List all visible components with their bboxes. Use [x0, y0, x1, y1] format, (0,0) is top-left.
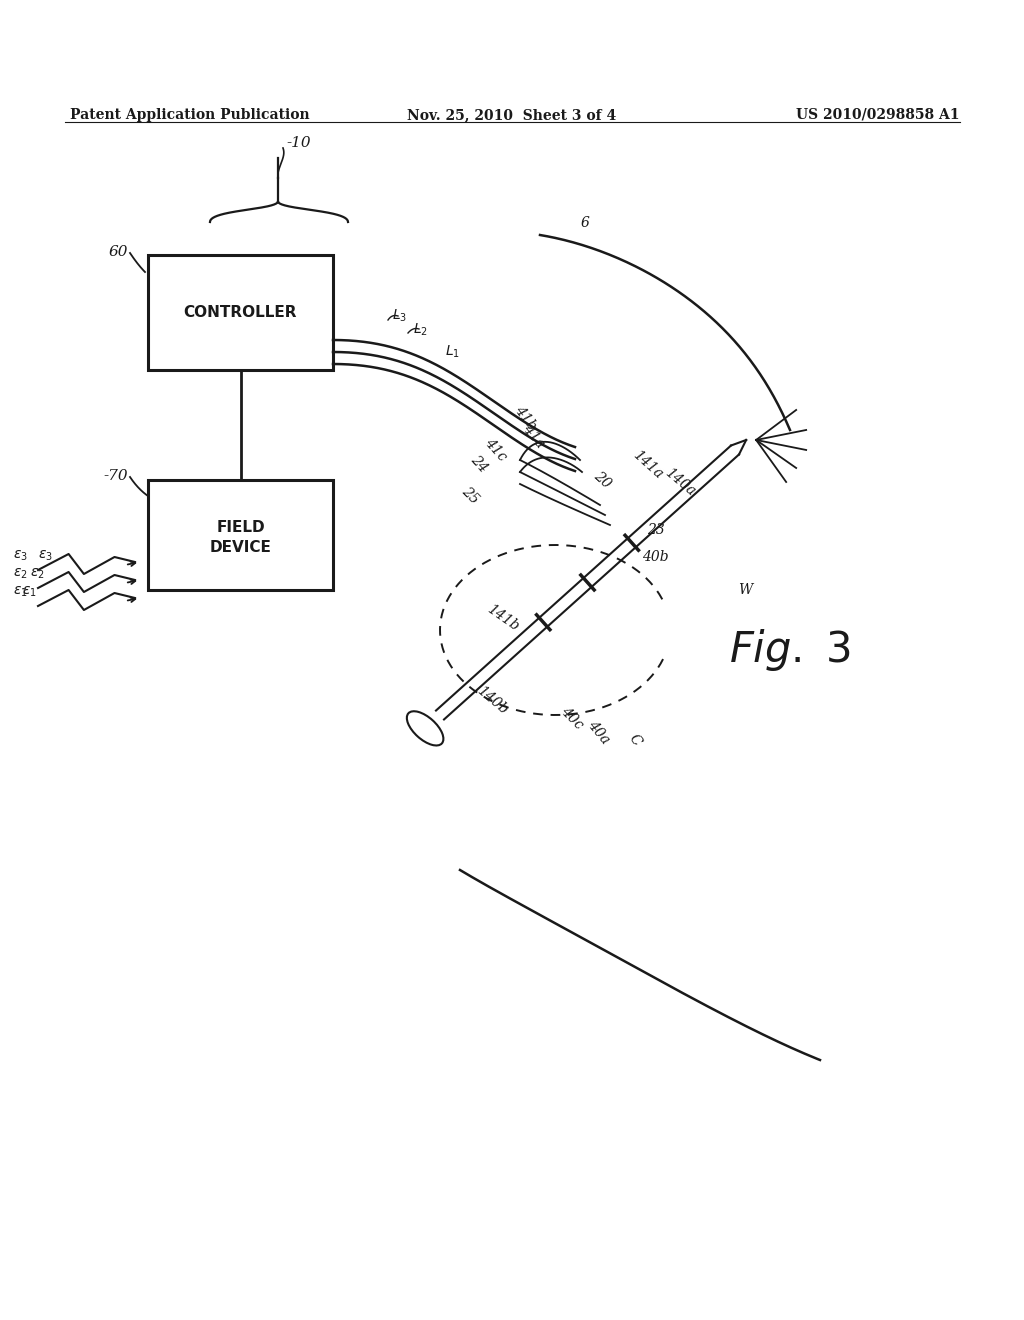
Text: FIELD: FIELD [216, 520, 265, 535]
Text: -70: -70 [103, 469, 128, 483]
Text: 60: 60 [109, 246, 128, 259]
Text: Patent Application Publication: Patent Application Publication [70, 108, 309, 121]
Text: 140b: 140b [474, 684, 510, 717]
Text: $L_2$: $L_2$ [413, 322, 427, 338]
Text: 41c: 41c [482, 436, 510, 465]
Text: $\varepsilon_1$: $\varepsilon_1$ [22, 585, 37, 599]
Text: 23: 23 [647, 523, 665, 537]
Text: $\varepsilon_2$: $\varepsilon_2$ [30, 566, 45, 581]
Text: US 2010/0298858 A1: US 2010/0298858 A1 [797, 108, 961, 121]
Text: $\varepsilon_2$: $\varepsilon_2$ [13, 566, 28, 581]
Text: 40b: 40b [642, 550, 669, 564]
Text: $\varepsilon_3$: $\varepsilon_3$ [13, 549, 28, 564]
Text: 40c: 40c [558, 704, 586, 733]
Text: 141b: 141b [484, 602, 521, 634]
Text: C: C [627, 731, 644, 748]
Text: -10: -10 [286, 136, 310, 150]
Text: W: W [738, 583, 752, 597]
Text: 25: 25 [459, 483, 481, 507]
Text: 20: 20 [591, 469, 613, 491]
Text: 41a: 41a [519, 421, 547, 450]
Text: 24: 24 [468, 453, 490, 475]
Text: $\mathit{Fig.\ 3}$: $\mathit{Fig.\ 3}$ [729, 627, 851, 673]
Text: 41b: 41b [511, 403, 539, 433]
Text: $L_1$: $L_1$ [444, 343, 460, 360]
Ellipse shape [407, 711, 443, 746]
Text: 140a: 140a [663, 466, 698, 499]
Text: 40a: 40a [585, 718, 611, 746]
Text: 141a: 141a [631, 447, 666, 482]
Text: DEVICE: DEVICE [210, 540, 271, 554]
Text: $L_3$: $L_3$ [392, 308, 408, 325]
Text: $\varepsilon_3$: $\varepsilon_3$ [38, 549, 53, 564]
Bar [148, 480, 333, 590]
Text: CONTROLLER: CONTROLLER [183, 305, 297, 319]
Text: Nov. 25, 2010  Sheet 3 of 4: Nov. 25, 2010 Sheet 3 of 4 [408, 108, 616, 121]
Text: 6: 6 [581, 216, 590, 230]
Text: $\varepsilon_1$: $\varepsilon_1$ [13, 585, 28, 599]
Bar [148, 255, 333, 370]
